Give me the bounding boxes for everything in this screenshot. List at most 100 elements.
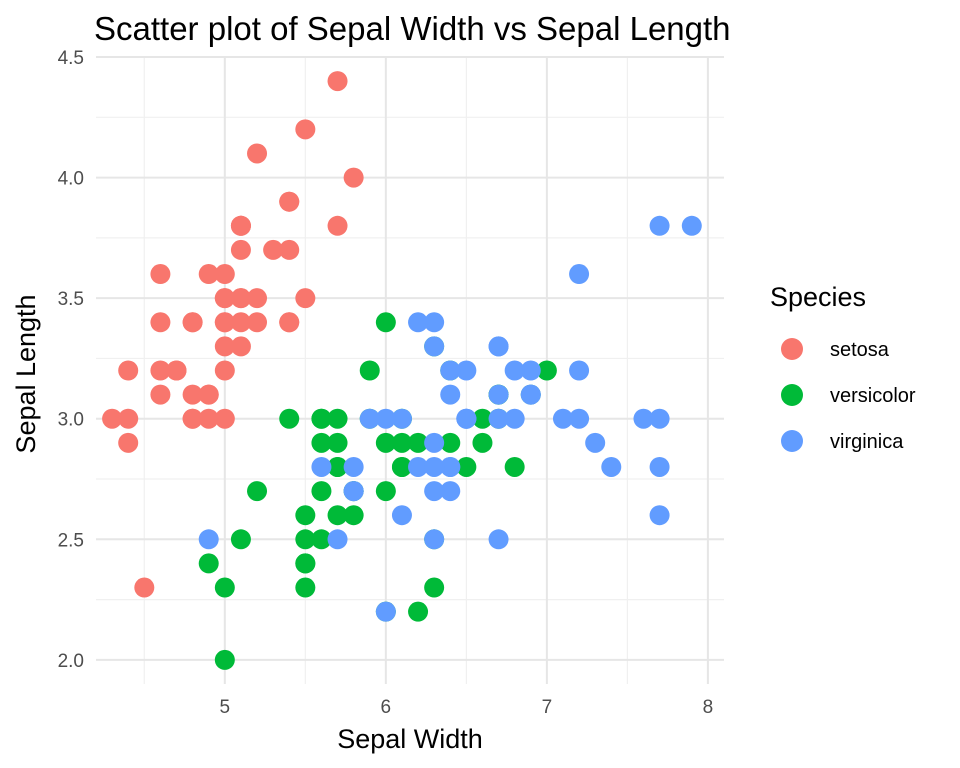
point-setosa bbox=[214, 264, 235, 285]
legend-label-setosa: setosa bbox=[830, 339, 890, 361]
y-axis-title: Sepal Length bbox=[11, 294, 41, 453]
point-setosa bbox=[166, 360, 187, 381]
point-versicolor bbox=[424, 577, 445, 598]
grid bbox=[96, 56, 724, 684]
point-virginica bbox=[375, 408, 396, 429]
point-virginica bbox=[424, 529, 445, 550]
point-setosa bbox=[327, 215, 348, 236]
point-versicolor bbox=[295, 505, 316, 526]
point-setosa bbox=[343, 167, 364, 188]
point-setosa bbox=[182, 408, 203, 429]
point-setosa bbox=[214, 288, 235, 309]
point-virginica bbox=[343, 481, 364, 502]
data-points bbox=[102, 71, 702, 670]
point-virginica bbox=[552, 408, 573, 429]
point-virginica bbox=[311, 456, 332, 477]
point-versicolor bbox=[375, 481, 396, 502]
point-versicolor bbox=[359, 360, 380, 381]
point-virginica bbox=[649, 408, 670, 429]
point-versicolor bbox=[472, 408, 493, 429]
point-versicolor bbox=[327, 456, 348, 477]
legend-label-virginica: virginica bbox=[830, 431, 904, 453]
point-virginica bbox=[424, 456, 445, 477]
point-setosa bbox=[134, 577, 155, 598]
point-versicolor bbox=[343, 505, 364, 526]
point-versicolor bbox=[408, 432, 429, 453]
point-versicolor bbox=[311, 408, 332, 429]
point-virginica bbox=[488, 384, 509, 405]
point-versicolor bbox=[456, 456, 477, 477]
point-versicolor bbox=[198, 553, 219, 574]
point-versicolor bbox=[327, 505, 348, 526]
point-virginica bbox=[440, 481, 461, 502]
point-setosa bbox=[279, 312, 300, 333]
point-virginica bbox=[440, 456, 461, 477]
point-virginica bbox=[424, 481, 445, 502]
point-virginica bbox=[488, 408, 509, 429]
legend-key-versicolor bbox=[781, 384, 803, 406]
point-setosa bbox=[150, 384, 171, 405]
legend-items: setosa versicolor virginica bbox=[781, 338, 916, 453]
point-versicolor bbox=[247, 481, 268, 502]
point-versicolor bbox=[230, 529, 251, 550]
point-virginica bbox=[391, 505, 412, 526]
point-setosa bbox=[247, 143, 268, 164]
point-versicolor bbox=[536, 360, 557, 381]
point-virginica bbox=[359, 408, 380, 429]
point-virginica bbox=[488, 529, 509, 550]
y-tick-label: 2.5 bbox=[58, 530, 84, 551]
point-versicolor bbox=[440, 432, 461, 453]
point-virginica bbox=[569, 408, 590, 429]
x-tick-label: 7 bbox=[542, 697, 553, 718]
point-setosa bbox=[118, 360, 139, 381]
point-virginica bbox=[343, 456, 364, 477]
point-virginica bbox=[408, 456, 429, 477]
point-virginica bbox=[585, 432, 606, 453]
point-setosa bbox=[214, 408, 235, 429]
point-virginica bbox=[440, 360, 461, 381]
point-versicolor bbox=[214, 649, 235, 670]
point-versicolor bbox=[311, 481, 332, 502]
point-setosa bbox=[263, 239, 284, 260]
x-tick-label: 8 bbox=[703, 697, 714, 718]
y-tick-label: 3.0 bbox=[58, 410, 84, 431]
point-versicolor bbox=[472, 432, 493, 453]
point-virginica bbox=[649, 505, 670, 526]
point-virginica bbox=[569, 264, 590, 285]
point-setosa bbox=[327, 71, 348, 92]
point-setosa bbox=[182, 384, 203, 405]
point-virginica bbox=[198, 529, 219, 550]
point-virginica bbox=[456, 360, 477, 381]
legend-key-virginica bbox=[781, 430, 803, 452]
y-tick-label: 3.5 bbox=[58, 289, 84, 310]
point-versicolor bbox=[391, 456, 412, 477]
point-virginica bbox=[649, 456, 670, 477]
point-setosa bbox=[198, 264, 219, 285]
x-axis-ticks: 5 6 7 8 bbox=[220, 697, 714, 718]
point-versicolor bbox=[375, 312, 396, 333]
point-versicolor bbox=[295, 577, 316, 598]
point-setosa bbox=[230, 239, 251, 260]
point-virginica bbox=[456, 408, 477, 429]
point-setosa bbox=[198, 384, 219, 405]
point-setosa bbox=[295, 119, 316, 140]
point-setosa bbox=[279, 191, 300, 212]
point-setosa bbox=[230, 215, 251, 236]
point-versicolor bbox=[375, 432, 396, 453]
x-axis-title: Sepal Width bbox=[337, 724, 483, 754]
point-setosa bbox=[214, 360, 235, 381]
point-setosa bbox=[230, 336, 251, 357]
point-setosa bbox=[214, 336, 235, 357]
x-tick-label: 6 bbox=[381, 697, 392, 718]
point-setosa bbox=[230, 288, 251, 309]
point-setosa bbox=[118, 408, 139, 429]
point-virginica bbox=[391, 408, 412, 429]
point-setosa bbox=[279, 239, 300, 260]
point-versicolor bbox=[391, 432, 412, 453]
point-virginica bbox=[424, 432, 445, 453]
legend-key-setosa bbox=[781, 338, 803, 360]
point-virginica bbox=[504, 360, 525, 381]
point-setosa bbox=[230, 312, 251, 333]
legend-title: Species bbox=[770, 282, 866, 312]
